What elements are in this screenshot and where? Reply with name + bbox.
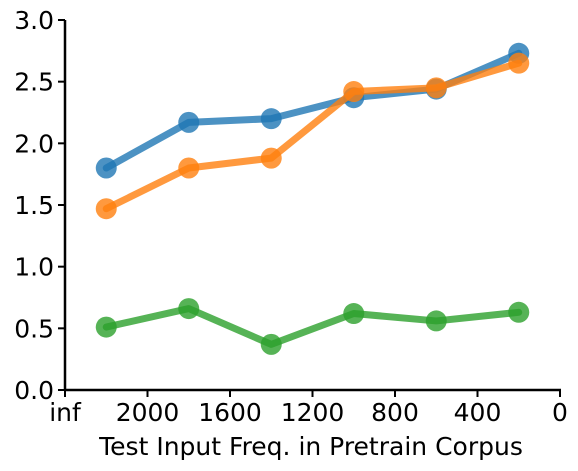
y-tick-label: 1.0 <box>14 253 54 282</box>
series-1 <box>95 42 530 179</box>
x-tick-label: 2000 <box>116 398 180 427</box>
data-point <box>425 310 447 332</box>
y-tick-label: 2.0 <box>14 129 54 158</box>
data-point <box>508 52 530 74</box>
series-2 <box>95 52 530 220</box>
series-line <box>102 49 523 172</box>
x-tick-label: inf <box>49 398 82 427</box>
data-point <box>260 333 282 355</box>
data-point <box>343 81 365 103</box>
x-tick-label: 400 <box>454 398 502 427</box>
data-point <box>260 108 282 130</box>
y-tick-label: 0.0 <box>14 376 54 405</box>
y-tick-label: 0.5 <box>14 314 54 343</box>
data-point <box>178 298 200 320</box>
data-point <box>95 198 117 220</box>
tick-layer: 0.0 0.5 1.0 1.5 2.0 2.5 3.0 inf 2000 1600 1200 800 4… <box>14 6 568 427</box>
data-point <box>178 111 200 133</box>
y-tick-label: 2.5 <box>14 68 54 97</box>
y-tick-label: 3.0 <box>14 6 54 35</box>
series-layer <box>95 42 530 355</box>
series-3 <box>95 298 530 355</box>
x-tick-label: 800 <box>371 398 419 427</box>
data-point <box>178 157 200 179</box>
data-point <box>260 147 282 169</box>
x-tick-label: 1200 <box>281 398 345 427</box>
x-tick-label: 0 <box>552 398 568 427</box>
x-axis-title: Test Input Freq. in Pretrain Corpus <box>98 432 523 461</box>
data-point <box>425 77 447 99</box>
y-tick-label: 1.5 <box>14 191 54 220</box>
series-line <box>102 305 523 348</box>
data-point <box>95 316 117 338</box>
data-point <box>95 157 117 179</box>
data-point <box>508 301 530 323</box>
data-point <box>343 303 365 325</box>
x-tick-label: 1600 <box>198 398 262 427</box>
series-line <box>102 59 523 213</box>
